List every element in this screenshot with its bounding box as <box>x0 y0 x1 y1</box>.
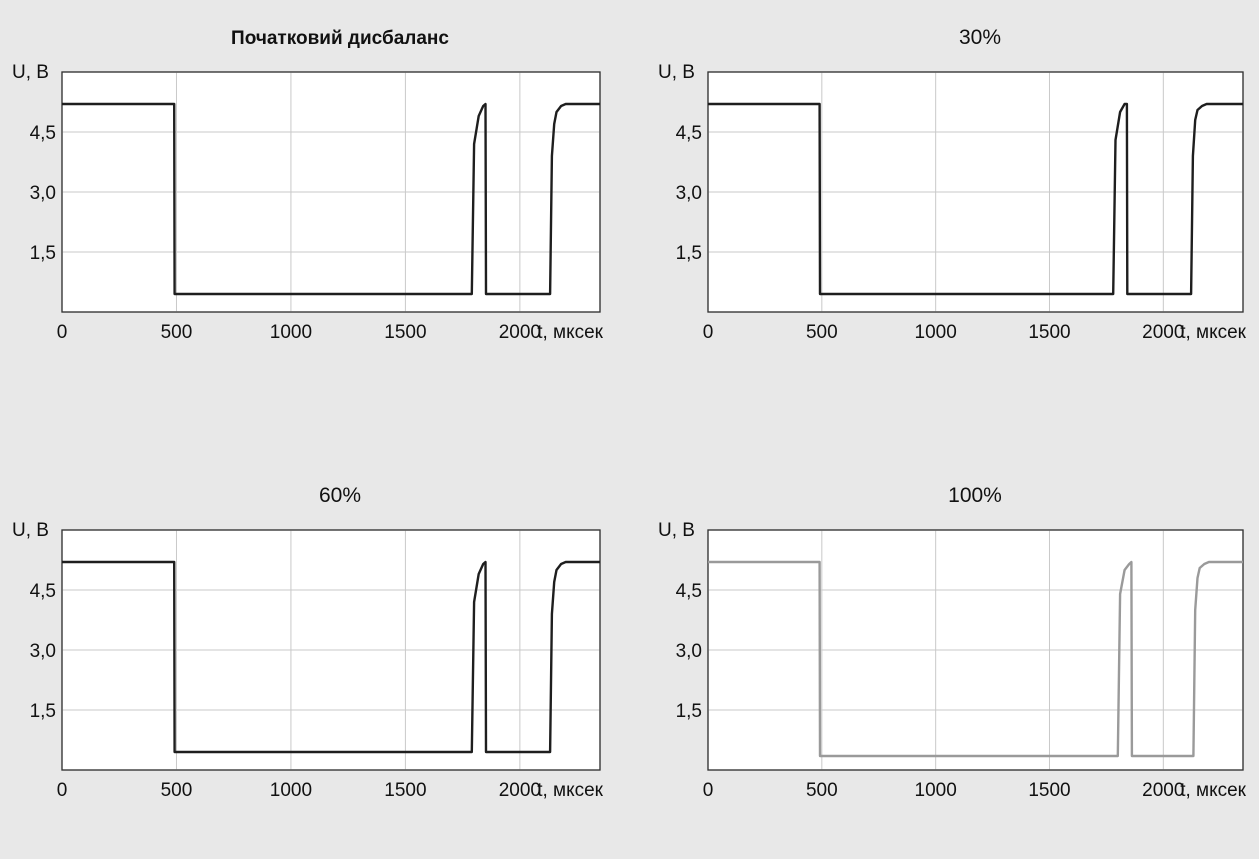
y-tick-label: 4,5 <box>30 581 56 602</box>
x-axis-label: t, мксек <box>1180 322 1246 343</box>
plot-border <box>61 529 601 771</box>
y-tick-label: 1,5 <box>676 243 702 264</box>
y-axis-label: U, В <box>12 62 49 83</box>
x-tick-label: 0 <box>703 780 714 801</box>
x-tick-label: 1000 <box>915 780 957 801</box>
x-tick-label: 2000 <box>499 780 541 801</box>
panel-title: Початковий дисбаланс <box>231 28 449 49</box>
x-tick-label: 1000 <box>915 322 957 343</box>
y-tick-label: 3,0 <box>676 641 702 662</box>
plot-border <box>61 71 601 313</box>
x-tick-label: 2000 <box>1142 780 1184 801</box>
y-tick-label: 4,5 <box>676 581 702 602</box>
y-tick-label: 4,5 <box>676 123 702 144</box>
y-tick-label: 1,5 <box>30 701 56 722</box>
x-tick-label: 1500 <box>1028 780 1070 801</box>
x-tick-label: 2000 <box>499 322 541 343</box>
x-tick-label: 500 <box>161 322 193 343</box>
panel-title: 30% <box>959 26 1001 49</box>
y-axis-label: U, В <box>658 520 695 541</box>
x-tick-label: 1500 <box>1028 322 1070 343</box>
x-axis-label: t, мксек <box>1180 780 1246 801</box>
x-tick-label: 0 <box>57 322 68 343</box>
y-axis-label: U, В <box>658 62 695 83</box>
panel-title: 100% <box>948 484 1002 507</box>
series-line <box>708 560 1243 758</box>
y-tick-label: 3,0 <box>676 183 702 204</box>
x-tick-label: 500 <box>806 322 838 343</box>
y-axis-label: U, В <box>12 520 49 541</box>
x-tick-label: 0 <box>57 780 68 801</box>
x-tick-label: 1500 <box>384 322 426 343</box>
series-line <box>708 102 1243 296</box>
x-tick-label: 1000 <box>270 780 312 801</box>
x-tick-label: 500 <box>161 780 193 801</box>
plot-border <box>707 529 1244 771</box>
y-tick-label: 1,5 <box>30 243 56 264</box>
x-axis-label: t, мксек <box>537 322 603 343</box>
x-tick-label: 500 <box>806 780 838 801</box>
panel-title: 60% <box>319 484 361 507</box>
x-tick-label: 2000 <box>1142 322 1184 343</box>
series-line <box>62 560 600 754</box>
x-tick-label: 1500 <box>384 780 426 801</box>
x-tick-label: 1000 <box>270 322 312 343</box>
x-axis-label: t, мксек <box>537 780 603 801</box>
y-tick-label: 3,0 <box>30 183 56 204</box>
y-tick-label: 4,5 <box>30 123 56 144</box>
series-line <box>62 102 600 296</box>
y-tick-label: 1,5 <box>676 701 702 722</box>
x-tick-label: 0 <box>703 322 714 343</box>
plot-border <box>707 71 1244 313</box>
y-tick-label: 3,0 <box>30 641 56 662</box>
